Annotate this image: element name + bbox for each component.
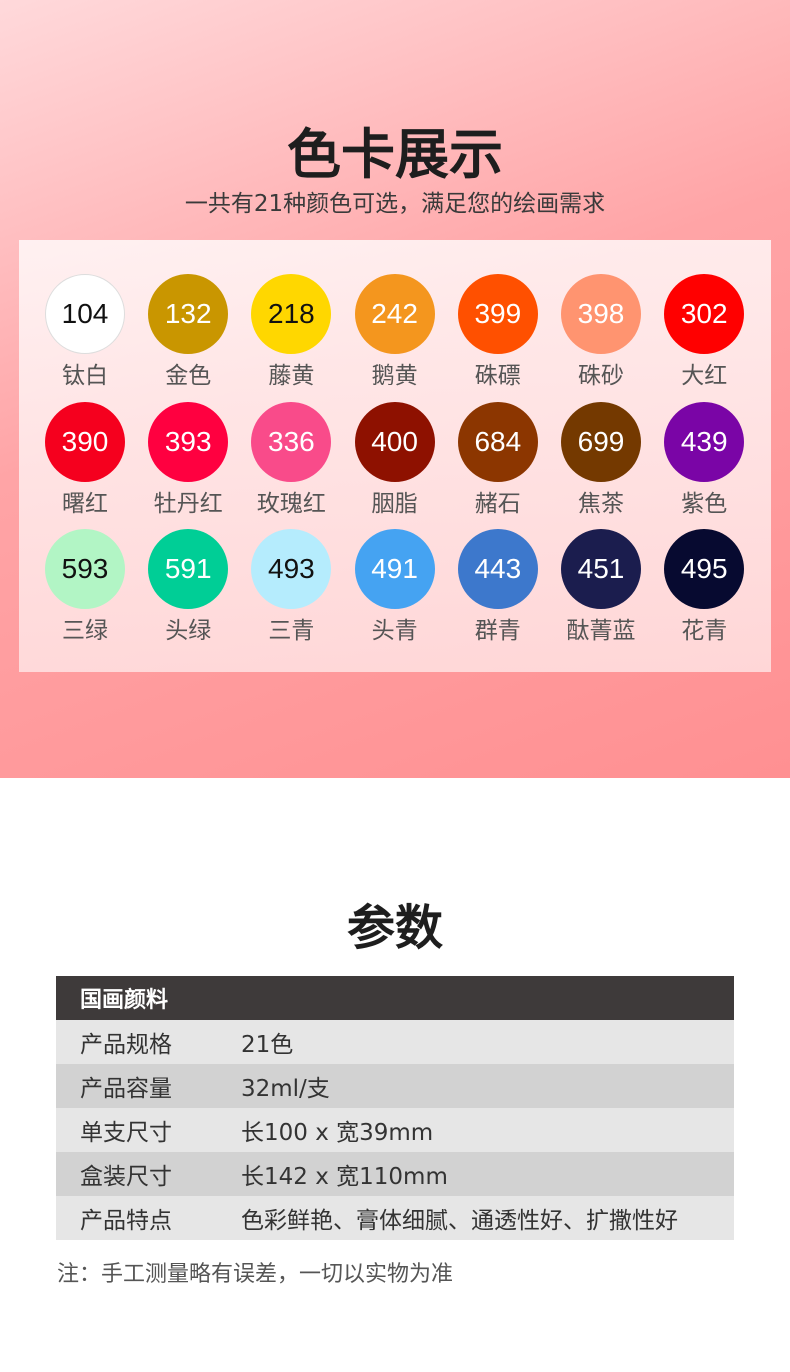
swatch-circle: 495 (664, 529, 745, 609)
color-swatch: 491 头青 (354, 529, 435, 645)
swatch-name: 钛白 (62, 363, 108, 389)
swatch-circle: 439 (664, 401, 745, 482)
table-row: 产品容量 32ml/支 (56, 1064, 734, 1108)
swatch-circle: 491 (354, 529, 435, 609)
swatch-name: 三青 (268, 618, 315, 644)
color-swatch: 242 鹅黄 (354, 274, 435, 390)
color-swatch: 104 钛白 (45, 274, 125, 390)
swatch-name: 鹅黄 (371, 363, 418, 389)
table-row: 产品规格 21色 (56, 1020, 734, 1064)
swatch-name: 硃砂 (578, 363, 624, 389)
swatch-name: 紫色 (681, 490, 728, 517)
swatch-name: 三绿 (62, 618, 108, 644)
color-swatch: 302 大红 (664, 274, 745, 390)
params-header-row: 国画颜料 (56, 976, 734, 1020)
measurement-note: 注：手工测量略有误差，一切以实物为准 (57, 1262, 454, 1287)
color-swatch: 493 三青 (251, 529, 332, 645)
swatch-circle: 242 (354, 274, 435, 354)
swatch-name: 牡丹红 (153, 490, 223, 517)
color-swatch: 591 头绿 (148, 529, 229, 645)
swatch-circle: 593 (45, 529, 125, 609)
swatch-name: 大红 (681, 363, 728, 389)
color-swatch: 451 酞菁蓝 (561, 529, 641, 645)
swatch-name: 玫瑰红 (256, 490, 326, 517)
row-value: 长100 x 宽39mm (241, 1108, 734, 1152)
row-key: 单支尺寸 (56, 1108, 241, 1152)
swatch-name: 赭石 (474, 490, 521, 517)
swatch-circle: 302 (664, 274, 745, 354)
row-key: 盒装尺寸 (56, 1152, 241, 1196)
swatch-circle: 400 (354, 401, 435, 482)
swatch-circle: 699 (561, 401, 641, 482)
swatch-circle: 132 (148, 274, 229, 354)
swatch-circle: 443 (457, 529, 538, 609)
row-value: 32ml/支 (241, 1064, 734, 1108)
swatch-name: 花青 (681, 618, 728, 644)
table-row: 单支尺寸 长100 x 宽39mm (56, 1108, 734, 1152)
swatch-circle: 390 (45, 401, 125, 482)
swatch-circle: 398 (561, 274, 641, 354)
swatch-panel: 104 钛白 132 金色 218 藤黄 242 鹅黄 399 硃磦 398 硃砂 302 大红 390 曙红… (19, 240, 771, 672)
table-row: 产品特点 色彩鲜艳、膏体细腻、通透性好、扩撒性好 (56, 1196, 734, 1240)
color-swatch: 400 胭脂 (354, 401, 435, 518)
swatch-name: 头绿 (165, 618, 212, 644)
color-card-subtitle: 一共有21种颜色可选，满足您的绘画需求 (184, 191, 606, 217)
swatch-circle: 591 (148, 529, 229, 609)
row-value: 色彩鲜艳、膏体细腻、通透性好、扩撒性好 (241, 1196, 734, 1240)
color-swatch: 699 焦茶 (561, 401, 641, 518)
swatch-circle: 399 (457, 274, 538, 354)
swatch-circle: 493 (251, 529, 332, 609)
swatch-name: 群青 (474, 618, 521, 644)
color-card-section: 色卡展示 一共有21种颜色可选，满足您的绘画需求 104 钛白 132 金色 218 藤黄… (0, 0, 790, 778)
color-swatch: 336 玫瑰红 (251, 401, 332, 518)
swatch-name: 硃磦 (474, 363, 521, 389)
params-header: 国画颜料 (56, 976, 734, 1020)
swatch-circle: 218 (251, 274, 332, 354)
swatch-circle: 684 (457, 401, 538, 482)
color-swatch: 390 曙红 (45, 401, 125, 518)
row-value: 21色 (241, 1020, 734, 1064)
color-swatch: 443 群青 (457, 529, 538, 645)
color-swatch: 439 紫色 (664, 401, 745, 518)
row-key: 产品特点 (56, 1196, 241, 1240)
color-swatch: 132 金色 (148, 274, 229, 390)
params-title: 参数 (346, 900, 443, 956)
swatch-name: 藤黄 (268, 363, 315, 389)
swatch-circle: 104 (45, 274, 125, 354)
color-swatch: 398 硃砂 (561, 274, 641, 390)
color-card-title: 色卡展示 (287, 123, 503, 186)
row-value: 长142 x 宽110mm (241, 1152, 734, 1196)
swatch-name: 头青 (371, 618, 418, 644)
swatch-circle: 336 (251, 401, 332, 482)
swatch-name: 胭脂 (371, 490, 418, 517)
color-swatch: 399 硃磦 (457, 274, 538, 390)
color-swatch: 684 赭石 (457, 401, 538, 518)
row-key: 产品容量 (56, 1064, 241, 1108)
table-row: 盒装尺寸 长142 x 宽110mm (56, 1152, 734, 1196)
color-swatch: 495 花青 (664, 529, 745, 645)
color-swatch: 393 牡丹红 (148, 401, 229, 518)
color-swatch: 218 藤黄 (251, 274, 332, 390)
swatch-name: 焦茶 (578, 490, 624, 517)
color-swatch: 593 三绿 (45, 529, 125, 645)
swatch-circle: 393 (148, 401, 229, 482)
params-table: 国画颜料 产品规格 21色 产品容量 32ml/支 单支尺寸 长100 x 宽39mm… (56, 976, 734, 1240)
row-key: 产品规格 (56, 1020, 241, 1064)
swatch-name: 金色 (165, 363, 212, 389)
swatch-circle: 451 (561, 529, 641, 609)
swatch-name: 曙红 (62, 490, 108, 517)
swatch-name: 酞菁蓝 (566, 618, 636, 644)
